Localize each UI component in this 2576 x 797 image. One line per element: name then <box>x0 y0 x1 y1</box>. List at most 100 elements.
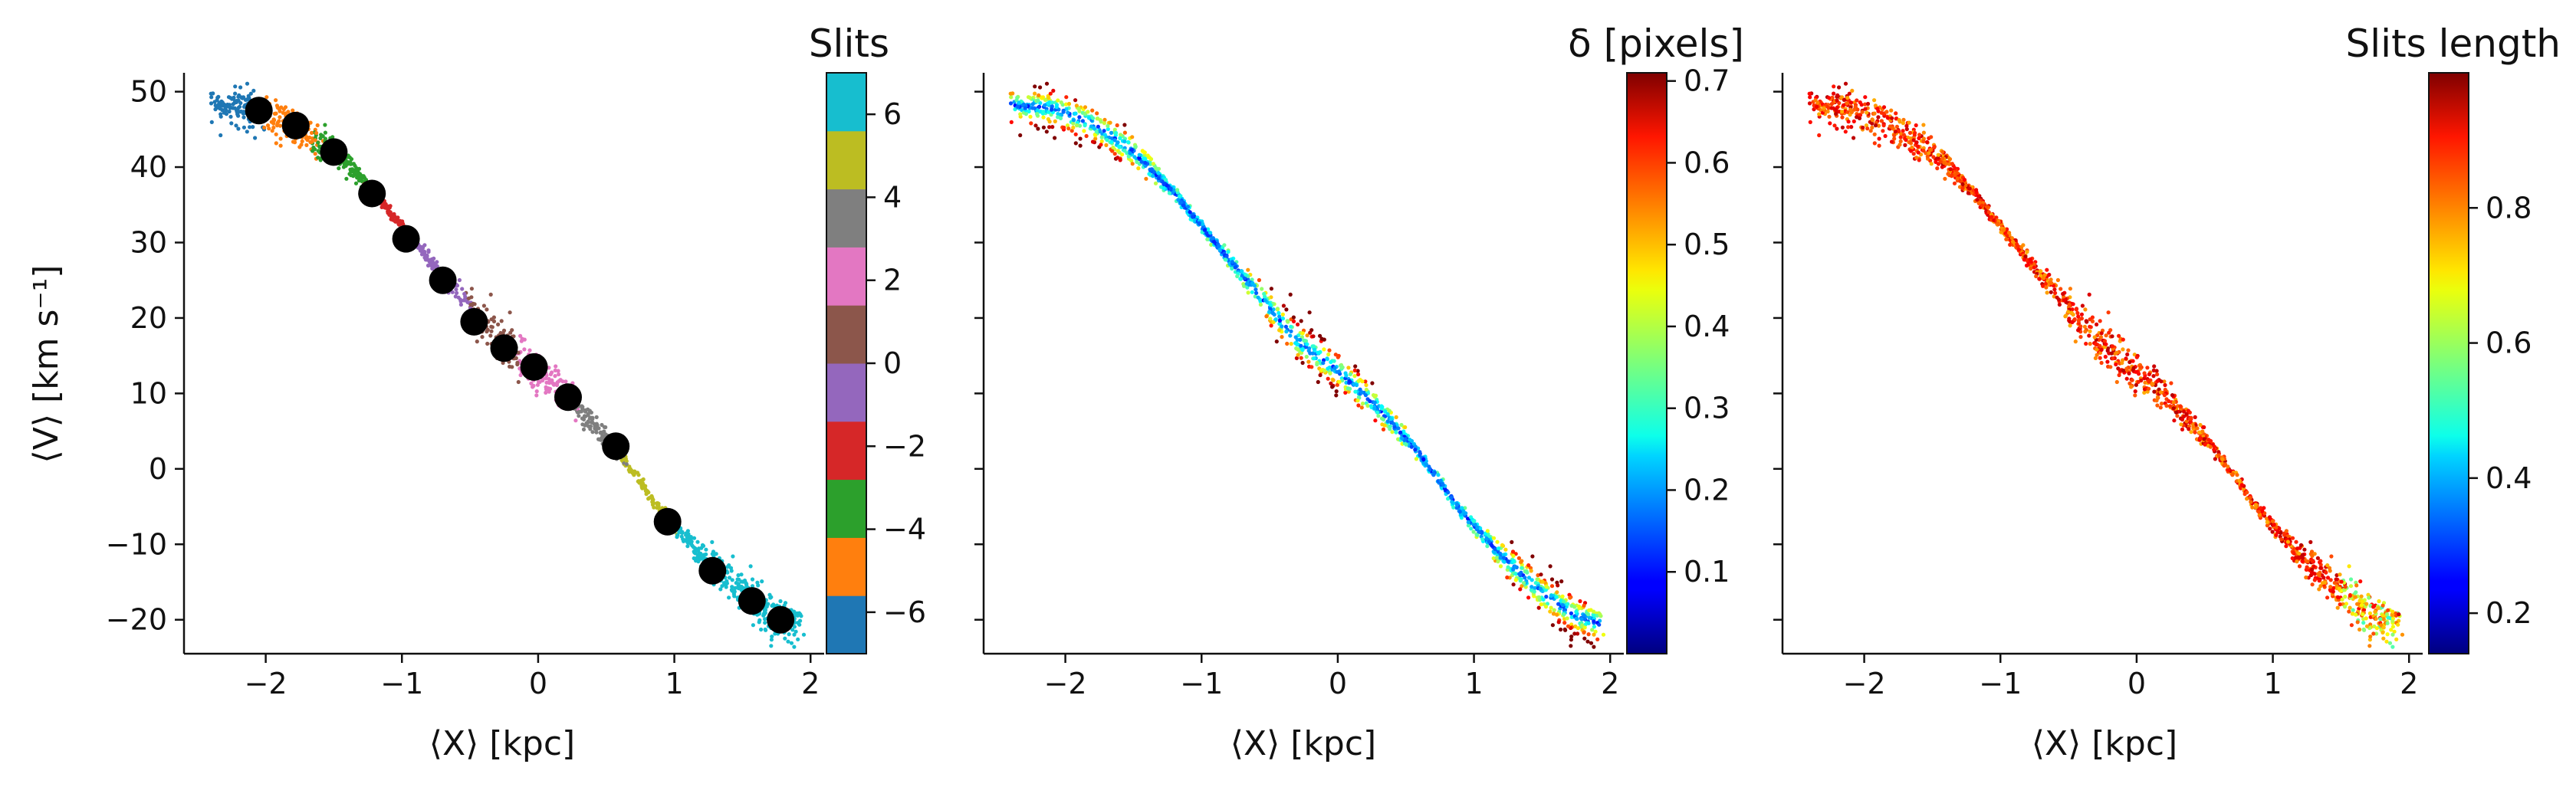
data-point <box>1548 609 1552 614</box>
data-point <box>2328 588 2332 592</box>
data-point <box>2361 621 2366 625</box>
data-point <box>1529 569 1533 573</box>
data-point <box>1898 135 1903 139</box>
x-tick-label: 0 <box>1329 667 1347 700</box>
data-point <box>1132 155 1137 159</box>
data-point <box>2110 334 2114 339</box>
data-point <box>1518 579 1523 583</box>
data-point <box>2121 368 2126 373</box>
data-point <box>1511 582 1516 587</box>
data-point <box>1917 136 1921 140</box>
data-point <box>1285 341 1290 346</box>
data-point <box>1077 123 1083 128</box>
data-point <box>2130 378 2134 382</box>
data-point <box>485 330 489 334</box>
data-point <box>2193 430 2197 435</box>
data-point <box>1595 637 1600 641</box>
data-point <box>564 379 568 384</box>
data-point <box>1942 160 1947 165</box>
data-point <box>1092 126 1096 130</box>
data-point <box>2154 398 2159 403</box>
data-point <box>2272 523 2276 527</box>
data-point <box>1904 126 1909 132</box>
data-point <box>2318 559 2323 563</box>
data-point <box>353 181 359 185</box>
data-point <box>1884 110 1889 114</box>
data-point <box>1907 120 1911 125</box>
data-point <box>1246 267 1250 272</box>
data-point <box>1582 603 1586 608</box>
data-point <box>639 478 643 483</box>
data-point <box>734 581 738 585</box>
data-point <box>2226 467 2231 472</box>
data-point <box>1250 290 1254 294</box>
data-point <box>1346 366 1351 370</box>
data-point <box>2294 540 2298 544</box>
data-point <box>2347 609 2351 614</box>
data-point <box>792 625 797 629</box>
data-point <box>2270 519 2275 523</box>
data-point <box>693 550 698 555</box>
data-point <box>1817 112 1822 116</box>
data-point <box>2305 565 2309 569</box>
data-point <box>1597 622 1602 627</box>
y-tick-label: 30 <box>130 225 167 259</box>
data-point <box>2203 442 2207 447</box>
data-point <box>1353 364 1358 369</box>
data-point <box>2274 533 2279 537</box>
data-point <box>417 244 422 248</box>
data-point <box>1885 116 1890 120</box>
data-point <box>2088 324 2092 329</box>
data-point <box>1036 98 1040 103</box>
data-point <box>1288 333 1293 338</box>
data-point <box>2367 644 2372 648</box>
data-point <box>573 418 578 423</box>
data-point <box>231 106 235 110</box>
data-point <box>1401 429 1406 434</box>
data-point <box>1373 418 1378 423</box>
data-point <box>2325 576 2331 580</box>
data-point <box>1418 450 1422 454</box>
data-point <box>1334 393 1339 398</box>
data-point <box>1897 129 1901 134</box>
data-point <box>527 348 532 353</box>
data-point <box>2131 359 2135 363</box>
data-point <box>267 126 271 131</box>
data-point <box>1023 106 1027 110</box>
data-point <box>590 416 594 421</box>
data-point <box>2361 599 2365 604</box>
x-tick-label: 0 <box>2128 667 2146 700</box>
data-point <box>2087 292 2091 297</box>
data-point <box>1333 353 1338 357</box>
data-point <box>1250 280 1255 286</box>
data-point <box>1270 310 1275 315</box>
data-point <box>2197 430 2202 435</box>
data-point <box>2029 266 2033 271</box>
data-point <box>1840 125 1845 130</box>
data-point <box>1043 97 1047 102</box>
data-point <box>1305 342 1309 346</box>
data-point <box>2380 613 2385 618</box>
data-point <box>1099 143 1103 147</box>
data-point <box>2080 303 2085 308</box>
data-point <box>1576 626 1580 631</box>
data-point <box>323 123 327 127</box>
data-point <box>2134 355 2139 359</box>
data-point <box>1056 98 1060 103</box>
data-point <box>1948 167 1953 172</box>
data-point <box>2076 314 2081 319</box>
data-point <box>1953 166 1957 170</box>
data-point <box>1480 537 1485 542</box>
data-point <box>1099 120 1103 124</box>
data-point <box>2180 427 2185 432</box>
data-point <box>1115 123 1119 128</box>
data-point <box>2361 608 2367 612</box>
data-point <box>2301 553 2305 557</box>
data-point <box>304 143 309 147</box>
data-point <box>1511 559 1516 563</box>
data-point <box>2328 585 2333 589</box>
x-tick-label: −2 <box>1044 667 1087 700</box>
data-point <box>1822 106 1826 110</box>
data-point <box>1319 368 1323 372</box>
